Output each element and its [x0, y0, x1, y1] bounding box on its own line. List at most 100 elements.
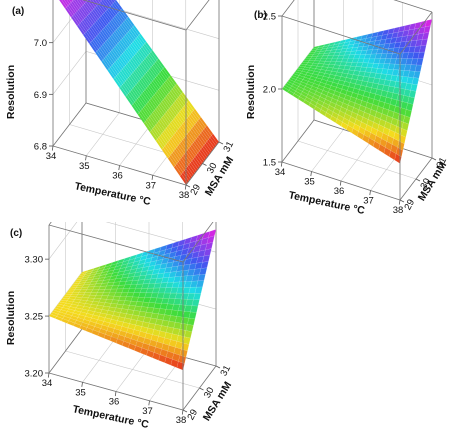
y-tick-label: 30: [202, 386, 217, 401]
y-tick-mark: [199, 387, 204, 391]
surface-cell: [406, 102, 414, 112]
surface-plot-a: 6.86.97.07.13435363738293031ResolutionTe…: [5, 0, 237, 208]
surface-cell: [202, 254, 211, 263]
z-tick-label: 3.30: [25, 255, 44, 266]
z-axis-title: Resolution: [245, 65, 257, 119]
z-tick-label: 2.0: [263, 85, 276, 96]
x-tick-label: 37: [145, 180, 156, 191]
surface-cell: [413, 71, 421, 79]
y-tick-label: 29: [402, 198, 417, 213]
surface-cell: [397, 140, 405, 151]
y-tick-label: 29: [188, 183, 203, 198]
y-tick-mark: [185, 184, 191, 188]
y-tick-label: 31: [218, 364, 233, 379]
x-axis-title: Temperature °C: [73, 180, 152, 208]
surface-cell: [100, 0, 103, 2]
y-floor-line: [65, 350, 200, 389]
panel-label: (c): [10, 228, 22, 239]
x-tick-label: 36: [334, 186, 345, 197]
z-grid-line: [48, 222, 217, 260]
surface-cell: [187, 317, 196, 326]
surface-cell: [190, 305, 199, 313]
y-axis-title: MSA mM: [203, 154, 237, 198]
y-floor-line: [297, 140, 417, 180]
x-tick-mark: [398, 199, 401, 205]
surface-cell: [410, 83, 418, 92]
y-tick-label: 29: [185, 408, 200, 423]
z-tick-label: 3.20: [25, 369, 44, 380]
surface-cell: [191, 299, 200, 307]
z-tick-label: 1.5: [263, 158, 276, 169]
x-tick-label: 37: [363, 196, 374, 207]
x-tick-label: 34: [42, 378, 53, 389]
x-tick-label: 35: [304, 177, 315, 188]
x-tick-label: 36: [109, 397, 120, 408]
surface-cell: [419, 45, 427, 53]
x-tick-label: 34: [275, 167, 286, 178]
surface-cell: [400, 128, 408, 138]
y-tick-mark: [415, 178, 421, 182]
y-tick-mark: [218, 141, 224, 145]
top-back-edges: [48, 222, 52, 226]
surface-cell: [188, 311, 197, 320]
y-tick-label: 31: [221, 140, 236, 155]
surface-cell: [193, 293, 202, 300]
surface-cell: [208, 229, 217, 238]
z-grid-line: [52, 0, 220, 43]
z-tick-label: 6.9: [34, 90, 47, 101]
surface-cell: [409, 90, 417, 99]
z-axis-title: Resolution: [5, 291, 17, 345]
y-tick-label: 30: [205, 161, 220, 176]
response-surface: [281, 19, 433, 164]
surface-cell: [417, 51, 425, 59]
x-tick-mark: [280, 161, 283, 167]
x-tick-label: 37: [142, 406, 153, 417]
x-tick-mark: [81, 382, 83, 387]
x-tick-mark: [47, 372, 50, 378]
x-tick-label: 38: [179, 190, 190, 201]
x-tick-label: 38: [393, 205, 404, 215]
y-tick-mark: [182, 409, 188, 413]
z-tick-label: 2.5: [263, 12, 276, 23]
x-tick-label: 36: [112, 171, 123, 182]
x-tick-mark: [181, 409, 184, 415]
top-front-edges: [48, 222, 214, 263]
surface-cell: [416, 58, 424, 66]
top-back-edges: [281, 0, 433, 17]
x-tick-mark: [118, 165, 120, 171]
x-tick-mark: [148, 400, 150, 406]
surface-cell: [420, 38, 428, 47]
z-tick-label: 3.25: [25, 312, 44, 323]
x-tick-label: 38: [176, 415, 187, 426]
top-front-edges: [281, 11, 433, 55]
y-tick-label: 31: [434, 156, 449, 171]
y-tick-label: 30: [418, 177, 433, 192]
z-grid-line: [281, 0, 433, 17]
surface-cell: [422, 32, 430, 40]
x-tick-mark: [114, 391, 117, 397]
z-tick-label: 6.8: [34, 142, 47, 153]
x-tick-mark: [85, 155, 87, 161]
panel-label: (b): [254, 10, 267, 21]
panel-label: (a): [12, 6, 24, 17]
y-tick-mark: [215, 365, 221, 369]
response-surface: [59, 0, 220, 186]
x-tick-label: 34: [46, 151, 57, 162]
z-tick-label: 7.0: [34, 38, 47, 49]
surface-cell: [71, 0, 74, 2]
x-tick-mark: [51, 145, 54, 151]
x-tick-mark: [151, 175, 154, 180]
x-axis-title: Temperature °C: [287, 189, 366, 215]
x-tick-label: 35: [75, 387, 86, 398]
x-tick-mark: [369, 190, 371, 196]
y-tick-mark: [399, 199, 405, 203]
z-axis-title: Resolution: [5, 65, 17, 119]
y-tick-mark: [431, 157, 437, 161]
x-tick-mark: [339, 180, 342, 186]
x-tick-mark: [310, 171, 312, 177]
x-tick-label: 35: [79, 161, 90, 172]
x-tick-mark: [184, 184, 187, 190]
response-surface: [48, 229, 217, 371]
